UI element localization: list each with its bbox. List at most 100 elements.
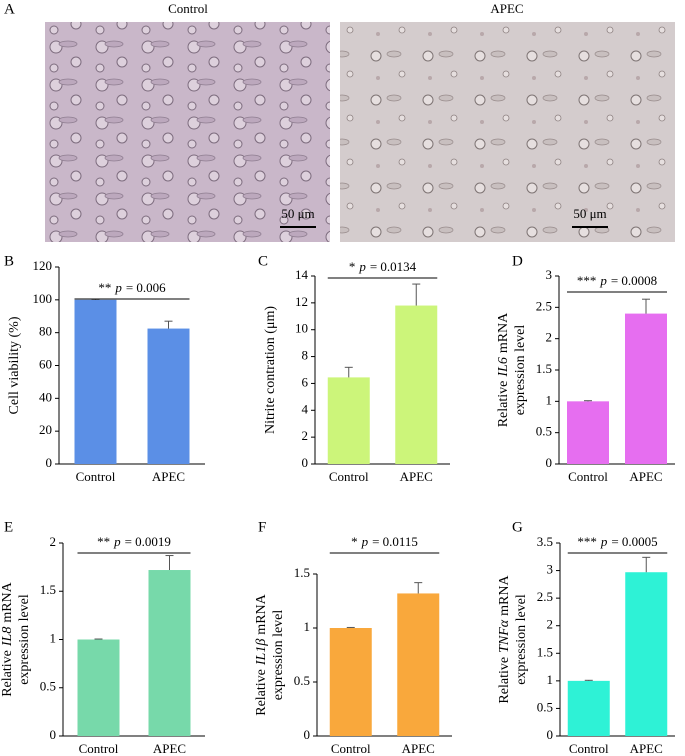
y-axis-label: Nitrite contration (μm) — [263, 306, 278, 434]
stars: ** — [98, 280, 111, 295]
error-bar — [642, 298, 650, 314]
y-axis-label: Relative TNFα mRNA — [497, 575, 512, 704]
y-axis-label: Relative IL1β mRNA — [254, 593, 269, 715]
error-bar — [414, 582, 423, 594]
image-title: APEC — [490, 1, 523, 16]
x-tick-label: Control — [568, 469, 608, 484]
y-tick-label: 0.5 — [537, 699, 553, 714]
y-tick-label: 1.5 — [40, 582, 56, 597]
y-axis-label: Relative IL8 mRNA — [0, 581, 15, 696]
p-value: = 0.0115 — [372, 534, 418, 549]
error-bar — [584, 679, 593, 681]
image-title: Control — [168, 1, 208, 16]
y-tick-label: 1 — [304, 619, 311, 634]
y-tick-label: 2.5 — [536, 298, 552, 313]
y-axis-label: expression level — [271, 610, 286, 701]
error-bar — [346, 626, 355, 628]
p-value: = 0.0005 — [611, 534, 657, 549]
y-tick-label: 0.5 — [536, 424, 552, 439]
error-bar — [412, 283, 421, 306]
bar — [329, 628, 372, 736]
y-tick-label: 0 — [547, 727, 554, 742]
bar — [77, 639, 120, 736]
x-tick-label: APEC — [153, 741, 186, 756]
bar — [567, 680, 610, 736]
y-tick-label: 1.5 — [536, 361, 552, 376]
bar — [147, 328, 190, 464]
panel-label: B — [4, 253, 14, 269]
p-symbol: p — [358, 259, 366, 274]
p-symbol: p — [113, 534, 121, 549]
p-value: = 0.0019 — [125, 534, 171, 549]
y-tick-label: 120 — [33, 258, 53, 273]
y-tick-label: 0 — [302, 455, 309, 470]
stars: ** — [97, 534, 110, 549]
y-tick-label: 3 — [546, 267, 553, 282]
label-text: mRNA — [496, 312, 511, 353]
label-text: mRNA — [497, 575, 512, 616]
bar — [327, 377, 370, 464]
x-tick-label: Control — [329, 469, 369, 484]
x-tick-label: APEC — [152, 469, 185, 484]
p-value: = 0.0008 — [611, 273, 657, 288]
y-tick-label: 40 — [39, 389, 52, 404]
y-tick-label: 0.5 — [294, 673, 310, 688]
y-tick-label: 1.5 — [294, 565, 310, 580]
y-tick-label: 14 — [295, 267, 309, 282]
y-tick-label: 0 — [50, 727, 57, 742]
y-tick-label: 80 — [39, 324, 52, 339]
y-axis-label: expression level — [513, 325, 528, 416]
y-axis-label: expression level — [17, 594, 32, 685]
significance-label: * p = 0.0134 — [349, 259, 417, 274]
panel-label: G — [512, 519, 523, 535]
bar — [567, 401, 609, 464]
label-text: mRNA — [254, 593, 269, 634]
stars: * — [349, 259, 356, 274]
error-bar — [642, 556, 651, 573]
y-tick-label: 1.5 — [537, 644, 553, 659]
bar — [74, 299, 117, 464]
error-bar — [344, 366, 353, 378]
y-tick-label: 1 — [547, 672, 554, 687]
gene-name: IL8 — [0, 627, 15, 647]
y-tick-label: 0 — [46, 455, 53, 470]
y-tick-label: 3 — [547, 562, 554, 577]
y-tick-label: 0.5 — [40, 679, 56, 694]
y-tick-label: 12 — [295, 294, 308, 309]
scale-label: 50 μm — [281, 206, 314, 221]
y-axis-label: expression level — [514, 594, 529, 685]
p-symbol: p — [361, 534, 369, 549]
scale-label: 50 μm — [573, 206, 606, 221]
x-tick-label: Control — [331, 741, 371, 756]
label-text: mRNA — [0, 581, 15, 622]
x-tick-label: APEC — [629, 469, 662, 484]
gene-name: IL1β — [254, 639, 269, 666]
significance-label: * p = 0.0115 — [351, 534, 418, 549]
micrograph — [340, 22, 675, 242]
y-tick-label: 0 — [304, 727, 311, 742]
significance-label: ** p = 0.006 — [98, 280, 166, 295]
x-tick-label: APEC — [402, 741, 435, 756]
micrograph — [45, 22, 330, 242]
y-axis-label: Cell viability (%) — [7, 316, 22, 414]
bar — [397, 593, 440, 736]
panel-label: D — [512, 253, 523, 269]
y-tick-label: 100 — [33, 291, 53, 306]
x-tick-label: Control — [79, 741, 119, 756]
p-value: = 0.0134 — [370, 259, 417, 274]
y-tick-label: 1 — [50, 630, 57, 645]
significance-label: ** p = 0.0019 — [97, 534, 171, 549]
y-tick-label: 2 — [546, 330, 553, 345]
y-tick-label: 2 — [50, 534, 57, 549]
p-symbol: p — [599, 273, 607, 288]
bar — [625, 572, 668, 736]
stars: * — [351, 534, 358, 549]
panel-label: A — [4, 1, 15, 17]
y-tick-label: 2 — [302, 428, 309, 443]
p-symbol: p — [114, 280, 122, 295]
panel-label: F — [258, 519, 266, 535]
error-bar — [165, 555, 174, 571]
error-bar — [584, 400, 592, 402]
y-tick-label: 4 — [302, 401, 309, 416]
